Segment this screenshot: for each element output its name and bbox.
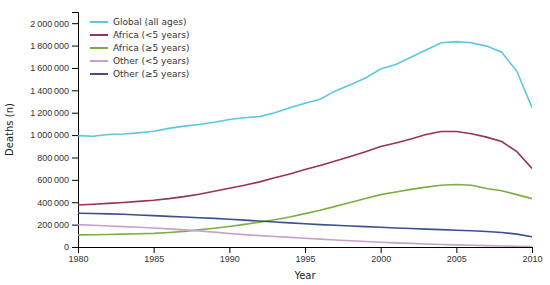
tick-label: 1990 xyxy=(220,254,240,264)
series-line xyxy=(78,213,532,237)
tick-mark xyxy=(381,247,382,253)
tick: 1 400 000 xyxy=(30,86,78,96)
tick-label: 2010 xyxy=(522,254,542,264)
tick-mark xyxy=(229,247,230,253)
tick-label: 600 000 xyxy=(37,175,69,185)
series-line xyxy=(78,42,532,137)
tick-label: 1 800 000 xyxy=(30,41,69,51)
tick: 1 200 000 xyxy=(30,108,78,118)
tick: 1980 xyxy=(68,247,88,264)
tick-label: 1 200 000 xyxy=(30,108,69,118)
legend-label: Other (<5 years) xyxy=(113,56,189,66)
legend-swatch xyxy=(90,60,108,62)
tick-label: 1995 xyxy=(295,254,315,264)
y-axis: 0 200 000 400 000 600 000 800 000 1 000 000 1 … xyxy=(30,13,78,253)
legend-item: Africa (<5 years) xyxy=(90,30,189,40)
legend-label: Africa (<5 years) xyxy=(113,30,189,40)
legend-item: Global (all ages) xyxy=(90,17,186,27)
tick: 1 600 000 xyxy=(30,63,78,73)
legend-item: Africa (≥5 years) xyxy=(90,43,189,53)
tick-mark xyxy=(72,202,78,203)
tick-mark xyxy=(72,180,78,181)
legend-item: Other (≥5 years) xyxy=(90,69,189,79)
legend-swatch xyxy=(90,73,108,75)
y-axis-title: Deaths (n) xyxy=(4,103,15,156)
tick-mark xyxy=(72,225,78,226)
x-axis-title: Year xyxy=(293,270,316,281)
tick-label: 2 000 000 xyxy=(30,19,69,29)
axis-line xyxy=(72,13,79,248)
tick-mark xyxy=(305,247,306,253)
tick-mark xyxy=(154,247,155,253)
tick: 1990 xyxy=(220,247,240,264)
tick-label: 2005 xyxy=(447,254,467,264)
tick-label: 1 000 000 xyxy=(30,130,69,140)
tick-mark xyxy=(456,247,457,253)
tick-label: 0 xyxy=(64,242,69,252)
legend-swatch xyxy=(90,21,108,23)
tick-label: 1985 xyxy=(144,254,164,264)
tick-label: 1 400 000 xyxy=(30,86,69,96)
axis-line xyxy=(79,248,533,254)
tick: 600 000 xyxy=(37,175,78,185)
tick: 2010 xyxy=(522,247,542,264)
tick-label: 200 000 xyxy=(37,220,69,230)
tick: 200 000 xyxy=(37,220,78,230)
tick-label: 800 000 xyxy=(37,153,69,163)
plot-area: 1980 1985 1990 1995 2000 2005 2010 0 200 000 400 … xyxy=(30,13,542,265)
tick: 1995 xyxy=(295,247,315,264)
tick-mark xyxy=(72,113,78,114)
series-line xyxy=(78,132,532,206)
tick: 1 000 000 xyxy=(30,130,78,140)
legend-swatch xyxy=(90,47,108,49)
tick-label: 400 000 xyxy=(37,198,69,208)
tick-label: 1 600 000 xyxy=(30,63,69,73)
tick-label: 1980 xyxy=(68,254,88,264)
tick: 2005 xyxy=(447,247,467,264)
tick-mark xyxy=(72,46,78,47)
tick-label: 2000 xyxy=(371,254,391,264)
tick-mark xyxy=(72,23,78,24)
tick: 800 000 xyxy=(37,153,78,163)
tick-mark xyxy=(72,90,78,91)
tick-mark xyxy=(532,247,533,253)
series-lines xyxy=(78,42,532,247)
x-axis: 1980 1985 1990 1995 2000 2005 2010 xyxy=(68,247,542,264)
tick: 2 000 000 xyxy=(30,19,78,29)
tick: 1985 xyxy=(144,247,164,264)
legend-label: Africa (≥5 years) xyxy=(113,43,189,53)
tick-mark xyxy=(72,68,78,69)
chart: 1980 1985 1990 1995 2000 2005 2010 0 200 000 400 … xyxy=(0,0,550,285)
tick: 0 xyxy=(64,242,78,252)
legend-label: Other (≥5 years) xyxy=(113,69,189,79)
legend-item: Other (<5 years) xyxy=(90,56,189,66)
tick-mark xyxy=(72,247,78,248)
tick-mark xyxy=(72,157,78,158)
legend: Global (all ages) Africa (<5 years) Africa… xyxy=(90,17,189,79)
tick: 2000 xyxy=(371,247,391,264)
legend-swatch xyxy=(90,34,108,36)
tick: 400 000 xyxy=(37,198,78,208)
tick-mark xyxy=(72,135,78,136)
legend-label: Global (all ages) xyxy=(113,17,186,27)
tick: 1 800 000 xyxy=(30,41,78,51)
series-line xyxy=(78,225,532,247)
